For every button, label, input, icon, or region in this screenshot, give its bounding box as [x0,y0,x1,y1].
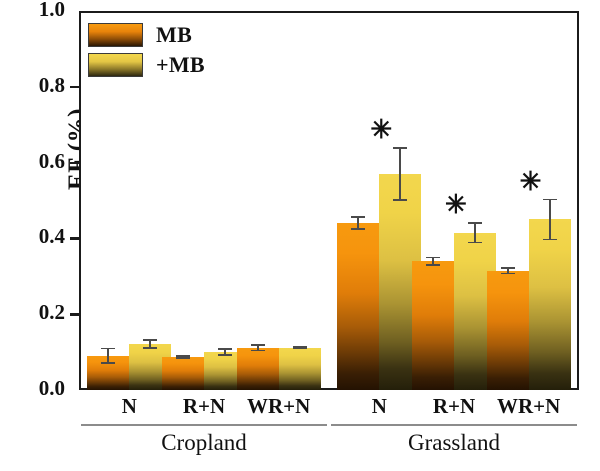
x-axis-tick-label: N [121,394,137,418]
error-bar-cap-bottom [393,199,408,202]
bar [486,270,529,390]
x-axis-tick-labels: N R+N WR+N N R+N WR+N [79,394,579,420]
x-axis-tick-label: WR+N [497,394,561,418]
bars-layer [79,11,579,390]
y-axis-tick-label: 0.2 [38,300,65,325]
y-axis-tick-label: 1.0 [38,0,65,21]
error-bar-cap-bottom [176,356,190,359]
x-axis-tick-label: N [371,394,387,418]
y-axis-tick-label: 0.8 [38,72,65,97]
legend-label-plus-mb: +MB [156,51,205,77]
y-axis-tick-mark [70,161,79,165]
error-bar-cap-top [351,216,366,219]
error-bar-stem [432,256,434,266]
error-bar-stem [107,347,110,365]
group-separator-rule [81,424,327,426]
error-bar-cap-bottom [426,263,440,266]
y-axis-tick-label: 0.0 [38,376,65,400]
bar [278,347,321,390]
error-bar-stem [224,348,226,356]
error-bar-cap-bottom [143,346,158,349]
significance-asterisk: ✳ [370,114,393,144]
y-axis-tick-mark [70,85,79,89]
error-bar-stem [149,338,152,349]
error-bar-stem [357,216,360,231]
bar [337,223,380,390]
group-label: Cropland [161,430,247,455]
error-bar-cap-top [218,348,232,351]
error-bar-cap-top [176,354,190,357]
y-axis-tick-label: 0.6 [38,148,65,173]
bar [236,347,279,390]
error-bar-cap-top [393,146,408,149]
error-bar-stem [399,146,402,202]
legend-swatch-plus-mb [88,52,143,77]
error-bar-cap-top [500,266,515,269]
x-axis-tick-label: R+N [432,394,476,418]
bar [528,219,571,390]
error-bar-stem [256,343,259,352]
significance-asterisk: ✳ [519,166,542,196]
significance-asterisk: ✳ [445,190,467,220]
y-axis-tick-label: 0.4 [38,224,65,249]
group-label: Grassland [408,430,500,455]
legend-label-mb: MB [156,21,193,47]
legend: MB +MB [88,21,205,81]
error-bar-cap-top [292,346,307,348]
error-bar-cap-top [468,222,482,224]
bar [412,261,454,390]
legend-item-plus-mb: +MB [88,51,205,78]
y-axis-tick-mark [70,237,79,240]
error-bar-cap-bottom [292,347,307,350]
error-bar-stem [548,198,551,241]
x-axis-tick-label: R+N [182,394,226,418]
error-bar-cap-top [101,347,116,350]
error-bar-cap-bottom [468,241,482,244]
legend-item-mb: MB [88,21,205,48]
error-bar-cap-top [250,343,265,346]
legend-swatch-mb [88,22,143,47]
y-axis-tick-mark [70,313,79,316]
error-bar-cap-bottom [351,228,366,231]
error-bar-cap-top [542,198,557,201]
error-bar-stem [506,266,509,275]
error-bar-stem [474,222,476,244]
error-bar-stem [182,354,184,359]
error-bar-cap-bottom [101,362,116,365]
error-bar-cap-bottom [218,354,232,356]
error-bar-cap-bottom [542,238,557,241]
error-bar-cap-bottom [500,272,515,275]
x-axis-tick-label: WR+N [247,394,311,418]
error-bar-cap-top [143,338,158,341]
error-bar-cap-bottom [250,349,265,352]
bar [162,356,204,390]
group-separator-rule [331,424,577,426]
error-bar-cap-top [426,256,440,259]
